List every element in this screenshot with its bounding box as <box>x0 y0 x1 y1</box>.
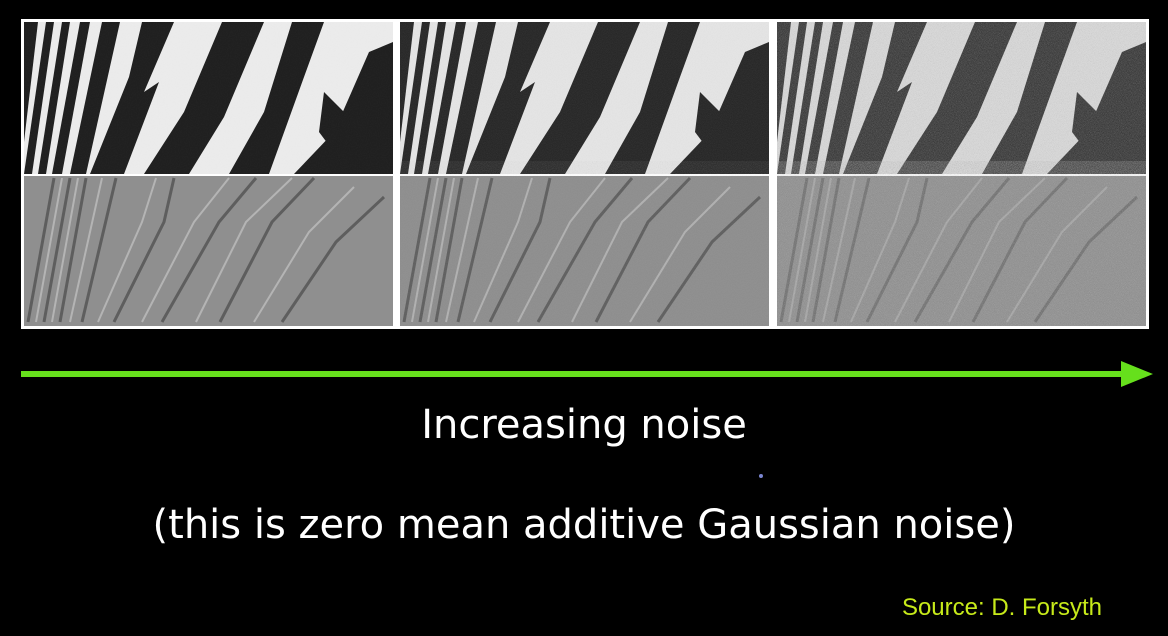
arrow-head <box>1121 361 1153 387</box>
zebra-stripes-image <box>24 22 393 326</box>
zebra-stripes-image <box>400 22 769 326</box>
zebra-panel-high-noise <box>777 22 1146 326</box>
source-credit: Source: D. Forsyth <box>901 594 1102 621</box>
arrow-shaft <box>21 371 1125 377</box>
zebra-panel-medium-noise <box>400 22 769 326</box>
zebra-panel-low-noise <box>24 22 393 326</box>
caption-gaussian-noise: (this is zero mean additive Gaussian noi… <box>152 502 1016 548</box>
zebra-stripes-image <box>777 22 1146 326</box>
increasing-noise-arrow <box>21 361 1153 387</box>
caption-increasing-noise: Increasing noise <box>421 402 747 448</box>
image-strip <box>21 19 1149 329</box>
cursor-dot <box>759 474 763 478</box>
